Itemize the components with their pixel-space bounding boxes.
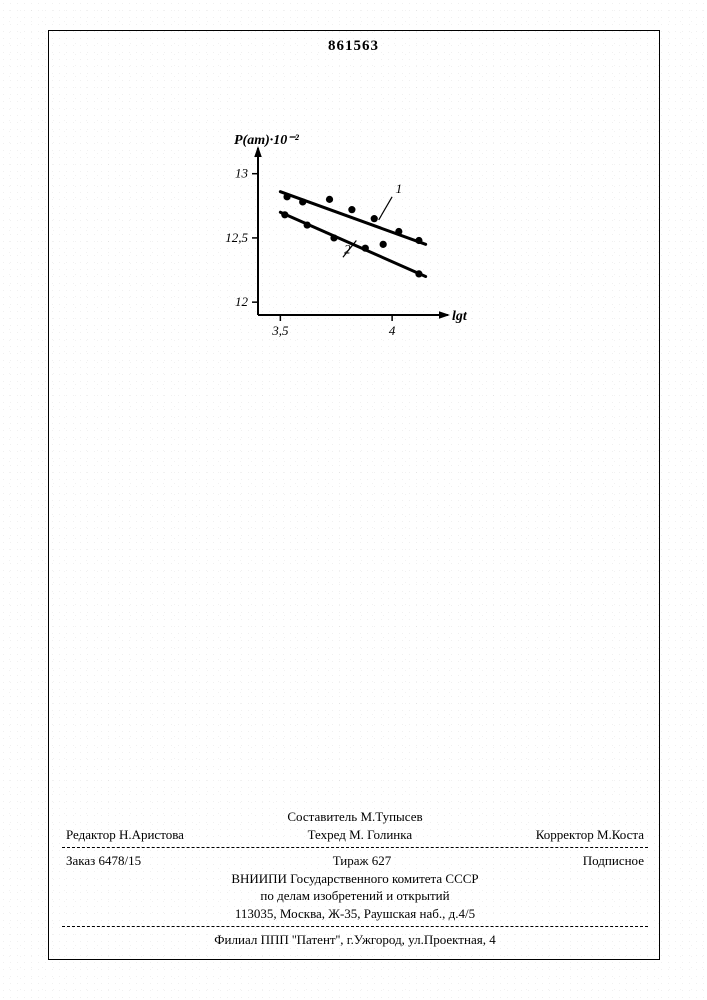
svg-text:13: 13: [235, 166, 249, 181]
org-line-1: ВНИИПИ Государственного комитета СССР: [62, 870, 648, 888]
editor: Редактор Н.Аристова: [66, 826, 184, 844]
svg-text:lgt: lgt: [452, 309, 468, 324]
org-address: 113035, Москва, Ж-35, Раушская наб., д.4…: [62, 905, 648, 923]
tirazh: Тираж 627: [333, 852, 392, 870]
imprint-footer: Составитель М.Тупысев Редактор Н.Аристов…: [62, 808, 648, 949]
composer-line: Составитель М.Тупысев: [62, 808, 648, 826]
svg-text:P(ат)·10⁻²: P(ат)·10⁻²: [234, 133, 300, 148]
svg-text:1: 1: [396, 181, 403, 196]
order-row: Заказ 6478/15 Тираж 627 Подписное: [62, 852, 648, 870]
techred: Техред М. Голинка: [308, 826, 413, 844]
svg-text:3,5: 3,5: [271, 323, 289, 338]
pressure-vs-lgt-chart: 3,541212,513P(ат)·10⁻²lgt12: [200, 130, 480, 350]
svg-text:12: 12: [235, 294, 249, 309]
divider-2: [62, 926, 648, 927]
branch-line: Филиал ППП ''Патент'', г.Ужгород, ул.Про…: [62, 931, 648, 949]
svg-text:12,5: 12,5: [225, 230, 248, 245]
chart-svg: 3,541212,513P(ат)·10⁻²lgt12: [200, 130, 480, 350]
credits-row: Редактор Н.Аристова Техред М. Голинка Ко…: [62, 826, 648, 844]
org-line-2: по делам изобретений и открытий: [62, 887, 648, 905]
order-number: Заказ 6478/15: [66, 852, 141, 870]
subscription: Подписное: [583, 852, 644, 870]
corrector: Корректор М.Коста: [536, 826, 644, 844]
divider-1: [62, 847, 648, 848]
svg-text:4: 4: [389, 323, 396, 338]
document-number: 861563: [0, 38, 707, 55]
